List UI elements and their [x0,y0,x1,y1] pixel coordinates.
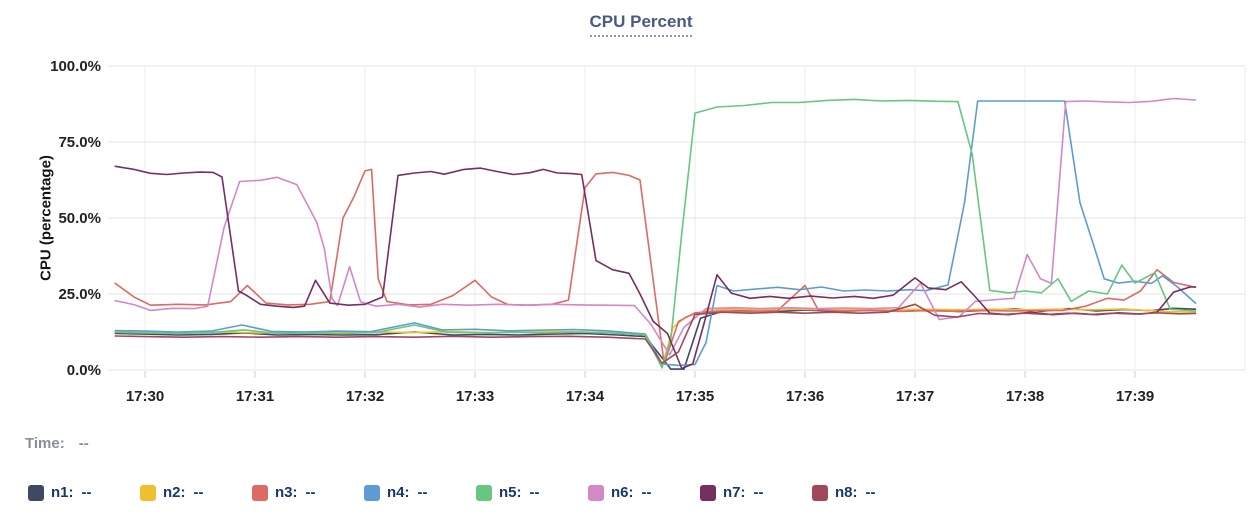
time-value: -- [78,435,89,452]
legend-item-n8[interactable]: n8: -- [812,484,924,501]
legend-swatch-n4 [364,484,380,501]
chart-title-row: CPU Percent [0,12,1254,37]
legend-item-n5[interactable]: n5: -- [476,484,588,501]
legend-value-n7: -- [753,484,764,501]
y-tick-label: 25.0% [58,286,101,303]
chart-title[interactable]: CPU Percent [589,12,693,37]
legend-label-n5: n5: [499,484,522,501]
legend-swatch-n8 [812,484,828,501]
legend-value-n3: -- [305,484,316,501]
x-tick-label: 17:33 [456,388,494,405]
x-tick-label: 17:39 [1116,388,1154,405]
y-tick-label: 50.0% [58,210,101,227]
series-line-n4 [114,100,1197,367]
legend-swatch-n6 [588,484,604,501]
legend-label-n8: n8: [835,484,858,501]
legend-value-n6: -- [641,484,652,501]
legend-value-n1: -- [81,484,92,501]
series-line-n6 [114,97,1197,356]
legend-value-n4: -- [417,484,428,501]
x-tick-label: 17:35 [676,388,714,405]
legend-swatch-n2 [140,484,156,501]
legend-label-n4: n4: [387,484,410,501]
series-line-n8 [114,303,1197,365]
legend-value-n2: -- [193,484,204,501]
x-tick-label: 17:34 [566,388,605,405]
legend-swatch-n1 [28,484,44,501]
legend-swatch-n7 [700,484,716,501]
legend-item-n3[interactable]: n3: -- [252,484,364,501]
series-line-n3 [114,168,1197,365]
series-line-n1 [114,307,1197,370]
legend-item-n6[interactable]: n6: -- [588,484,700,501]
x-tick-label: 17:32 [346,388,384,405]
legend-label-n6: n6: [611,484,634,501]
legend-item-n1[interactable]: n1: -- [28,484,140,501]
y-tick-label: 100.0% [50,58,101,75]
legend-item-n2[interactable]: n2: -- [140,484,252,501]
x-tick-label: 17:30 [126,388,164,405]
x-tick-label: 17:38 [1006,388,1044,405]
cpu-chart[interactable]: 100.0% 75.0% 50.0% 25.0% 0.0% 17:30 17:31 17:32… [0,0,1254,428]
series-line-n2 [114,308,1197,368]
time-readout: Time: -- [25,435,89,452]
time-label: Time: [25,435,65,452]
legend-swatch-n3 [252,484,268,501]
legend-label-n1: n1: [51,484,74,501]
legend-label-n7: n7: [723,484,746,501]
legend-value-n8: -- [865,484,876,501]
x-tick-label: 17:37 [896,388,934,405]
series-line-n5 [114,98,1197,369]
legend-item-n4[interactable]: n4: -- [364,484,476,501]
y-tick-label: 0.0% [67,362,101,379]
legend-swatch-n5 [476,484,492,501]
legend-label-n2: n2: [163,484,186,501]
legend-value-n5: -- [529,484,540,501]
y-tick-label: 75.0% [58,134,101,151]
chart-legend: n1: -- n2: -- n3: -- n4: -- n5: -- n6: -- n7: -- n8: -- [28,484,924,501]
series-line-n7 [114,165,1197,370]
x-tick-label: 17:36 [786,388,824,405]
legend-label-n3: n3: [275,484,298,501]
x-tick-label: 17:31 [236,388,274,405]
legend-item-n7[interactable]: n7: -- [700,484,812,501]
